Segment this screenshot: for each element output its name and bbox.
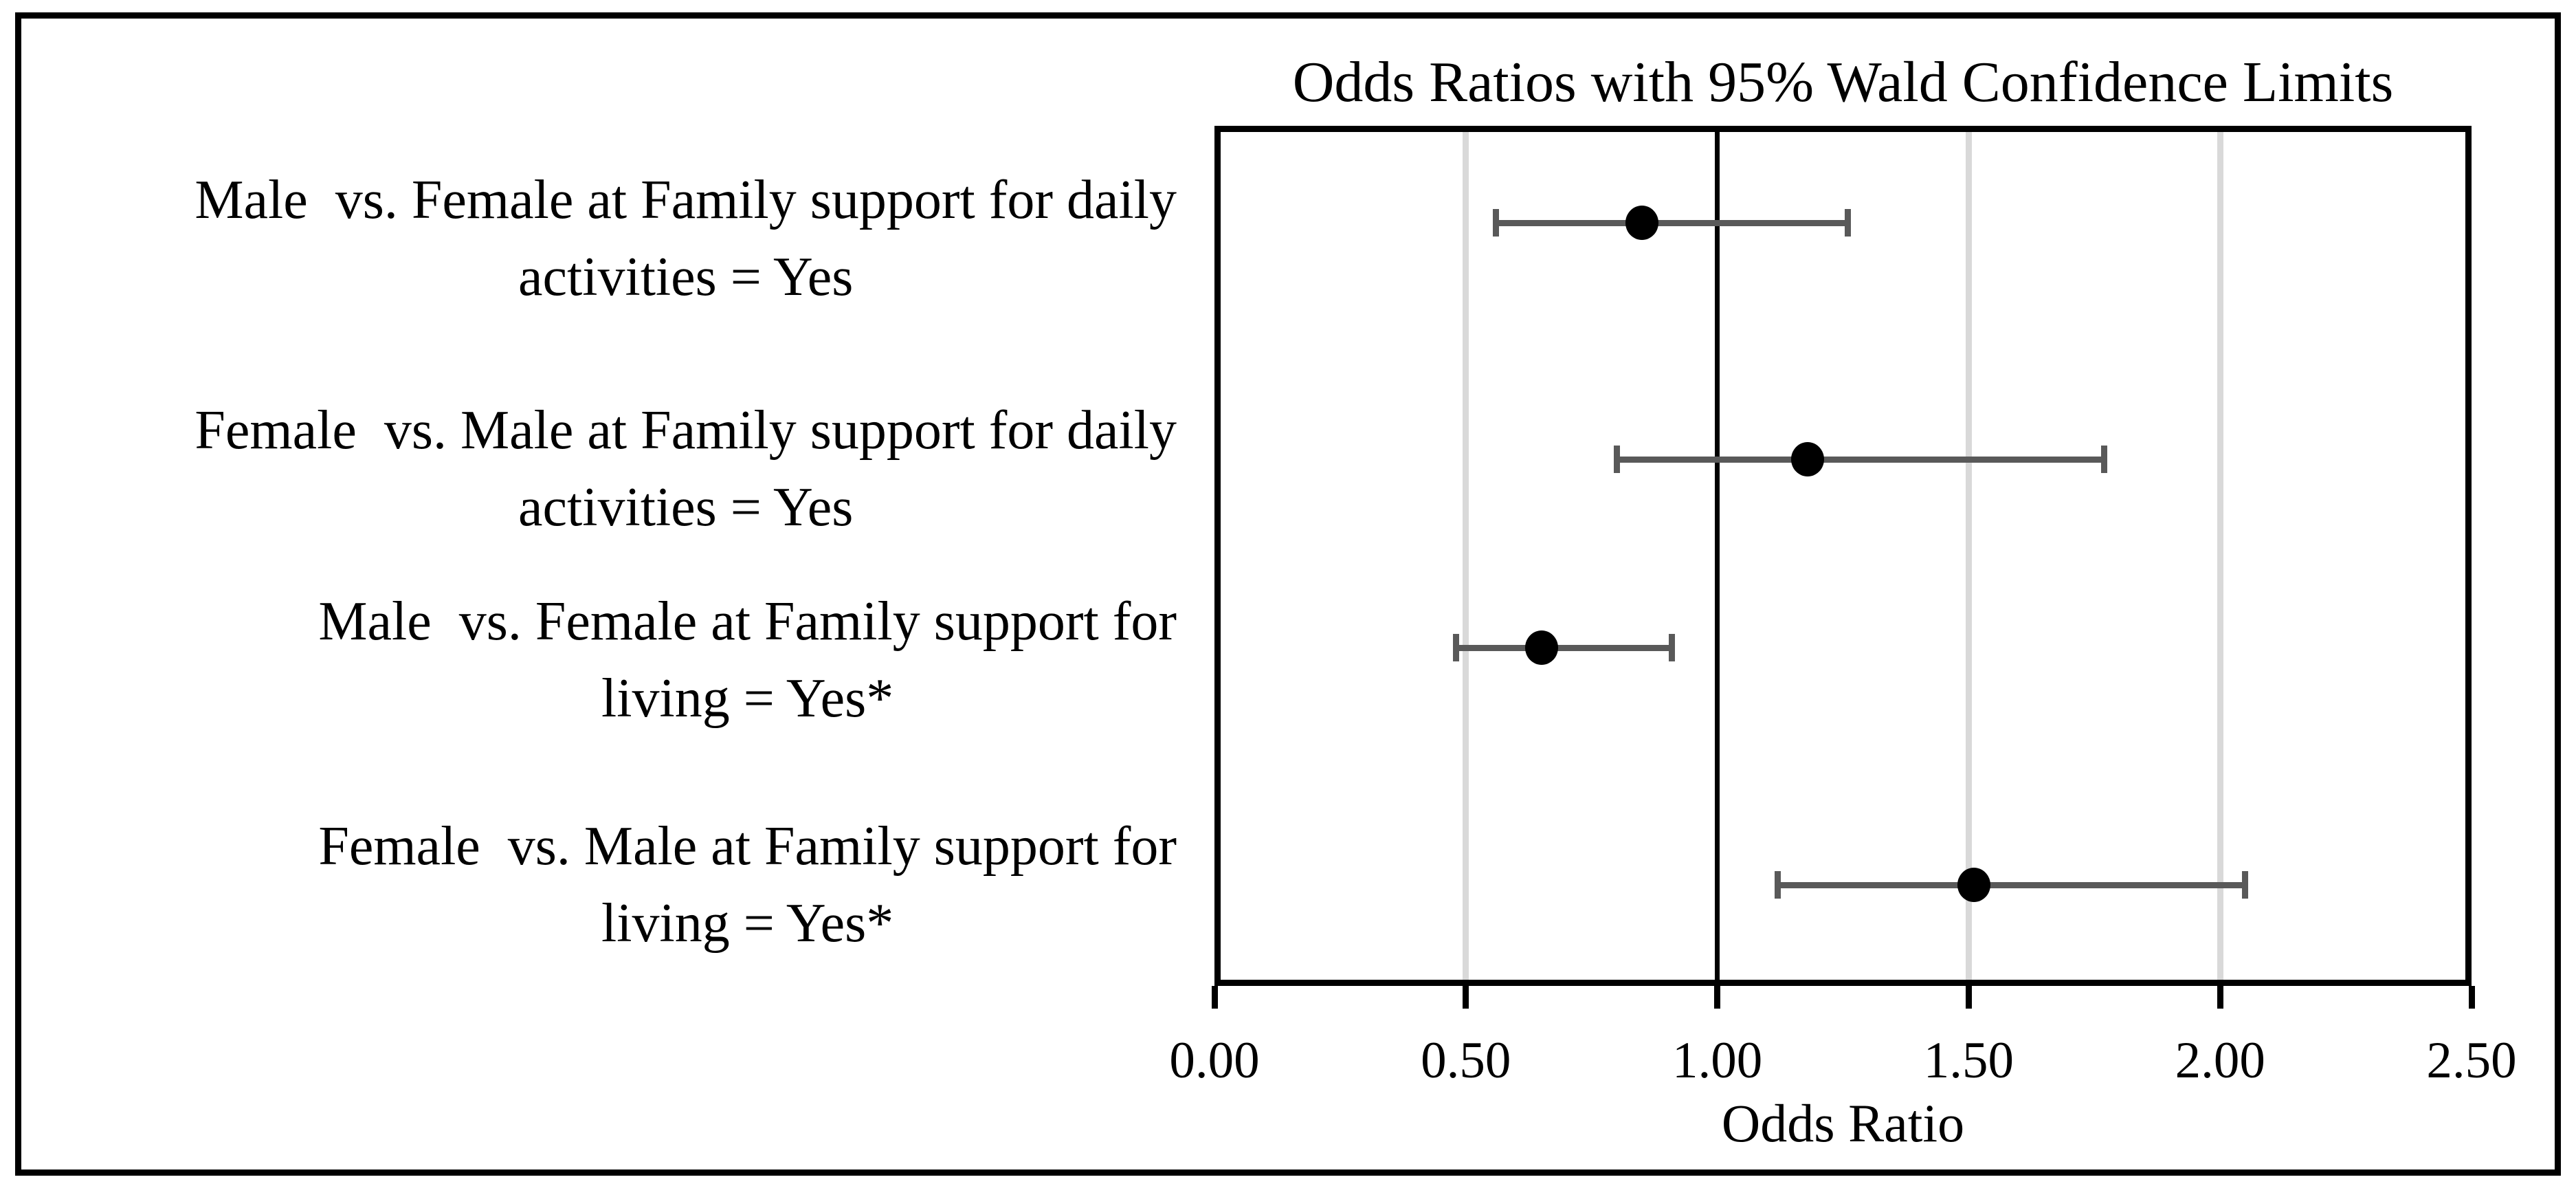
error-bar-upper-cap-row-2: [2101, 446, 2108, 473]
x-tick-0.00: [1211, 986, 1218, 1009]
error-bar-lower-cap-row-4: [1774, 871, 1781, 899]
odds-ratio-marker-row-2: [1791, 442, 1825, 476]
x-tick-label-2.50: 2.50: [2426, 1032, 2517, 1089]
odds-ratio-marker-row-3: [1524, 630, 1558, 665]
row-label-male-vs-female-living: Male vs. Female at Family support for liv…: [318, 583, 1177, 737]
x-axis-title: Odds Ratio: [1721, 1093, 1965, 1153]
error-bar-upper-cap-row-4: [2242, 871, 2249, 899]
row-label-female-vs-male-daily: Female vs. Male at Family support for da…: [195, 392, 1177, 546]
odds-ratio-marker-row-1: [1625, 206, 1658, 240]
x-tick-label-0.50: 0.50: [1421, 1032, 1511, 1089]
row-label-line2: activities = Yes: [518, 477, 854, 538]
row-label-line2: living = Yes*: [601, 893, 894, 954]
row-label-line2: living = Yes*: [601, 668, 894, 729]
x-tick-1.00: [1714, 986, 1721, 1009]
x-tick-label-0.00: 0.00: [1169, 1032, 1260, 1089]
error-bar-lower-cap-row-3: [1452, 634, 1459, 661]
chart-title: Odds Ratios with 95% Wald Confidence Lim…: [1292, 50, 2394, 114]
x-tick-label-1.50: 1.50: [1923, 1032, 2014, 1089]
gridline-2.00: [2217, 126, 2223, 986]
error-bar-row-2: [1617, 456, 2105, 463]
plot-area: [1214, 126, 2472, 986]
plot-box-border: [1214, 126, 2472, 986]
row-label-male-vs-female-daily: Male vs. Female at Family support for da…: [195, 162, 1177, 316]
row-label-female-vs-male-living: Female vs. Male at Family support for liv…: [318, 808, 1177, 962]
error-bar-row-3: [1456, 644, 1672, 651]
odds-ratio-marker-row-4: [1957, 868, 1990, 902]
x-tick-label-1.00: 1.00: [1672, 1032, 1763, 1089]
reference-line-1: [1715, 126, 1720, 986]
x-tick-label-2.00: 2.00: [2175, 1032, 2265, 1089]
x-tick-1.50: [1965, 986, 1972, 1009]
error-bar-upper-cap-row-3: [1669, 634, 1676, 661]
row-label-line1: Male vs. Female at Family support for da…: [195, 170, 1177, 230]
x-tick-0.50: [1463, 986, 1469, 1009]
x-tick-2.50: [2468, 986, 2475, 1009]
row-label-line1: Female vs. Male at Family support for da…: [195, 400, 1177, 461]
error-bar-row-4: [1777, 881, 2245, 888]
gridline-1.50: [1965, 126, 1972, 986]
row-label-line1: Male vs. Female at Family support for: [318, 591, 1177, 652]
figure-border: [15, 12, 2561, 1176]
error-bar-row-1: [1496, 219, 1848, 226]
error-bar-lower-cap-row-1: [1493, 209, 1500, 237]
row-label-line2: activities = Yes: [518, 247, 854, 307]
x-tick-2.00: [2217, 986, 2223, 1009]
error-bar-upper-cap-row-1: [1845, 209, 1852, 237]
row-label-line1: Female vs. Male at Family support for: [318, 816, 1177, 877]
error-bar-lower-cap-row-2: [1613, 446, 1620, 473]
gridline-0.50: [1463, 126, 1469, 986]
